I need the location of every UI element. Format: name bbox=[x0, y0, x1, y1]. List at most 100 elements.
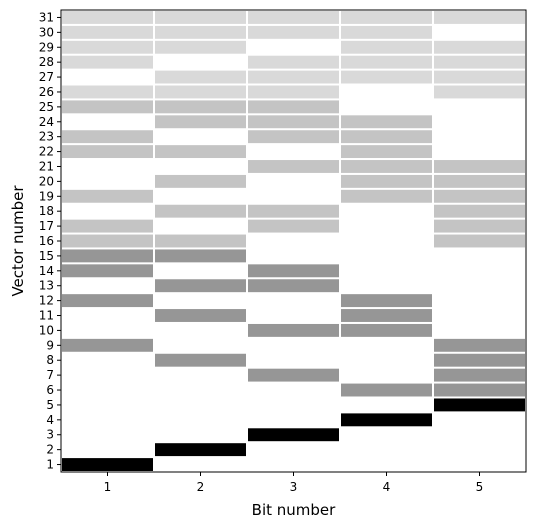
cell-v9-b5 bbox=[434, 338, 525, 352]
cell-v11-b2 bbox=[155, 309, 246, 322]
cell-v29-b4 bbox=[341, 40, 432, 54]
y-tick-label: 22 bbox=[39, 145, 54, 159]
cell-v19-b5 bbox=[434, 189, 525, 203]
cell-v18-b5 bbox=[434, 204, 525, 218]
x-tick-label: 3 bbox=[290, 480, 298, 494]
cell-v8-b5 bbox=[434, 353, 525, 367]
cell-v16-b2 bbox=[155, 234, 246, 248]
cell-v27-b3 bbox=[248, 70, 339, 84]
y-tick-label: 12 bbox=[39, 294, 54, 308]
cell-v21-b5 bbox=[434, 160, 525, 173]
y-tick-label: 31 bbox=[39, 10, 54, 24]
y-tick-label: 21 bbox=[39, 159, 54, 173]
y-axis-ticks: 1234567891011121314151617181920212223242… bbox=[39, 10, 61, 472]
cell-v15-b2 bbox=[155, 249, 246, 263]
cell-v23-b4 bbox=[341, 130, 432, 144]
cell-v31-b1 bbox=[62, 11, 153, 24]
cell-v23-b1 bbox=[62, 130, 153, 144]
cell-v13-b2 bbox=[155, 279, 246, 293]
cell-v6-b4 bbox=[341, 383, 432, 397]
cell-v30-b2 bbox=[155, 25, 246, 39]
cell-v15-b1 bbox=[62, 249, 153, 263]
cell-v12-b1 bbox=[62, 294, 153, 308]
cell-v24-b3 bbox=[248, 115, 339, 129]
cell-v3-b3 bbox=[248, 428, 339, 442]
y-tick-label: 19 bbox=[39, 189, 54, 203]
cell-v1-b1 bbox=[62, 458, 153, 471]
cell-v27-b5 bbox=[434, 70, 525, 84]
y-tick-label: 18 bbox=[39, 204, 54, 218]
cell-v26-b5 bbox=[434, 85, 525, 99]
cell-v6-b5 bbox=[434, 383, 525, 397]
cell-v31-b2 bbox=[155, 11, 246, 24]
cell-v21-b3 bbox=[248, 160, 339, 173]
y-tick-label: 25 bbox=[39, 100, 54, 114]
cell-v27-b2 bbox=[155, 70, 246, 84]
y-tick-label: 23 bbox=[39, 130, 54, 144]
cell-v8-b2 bbox=[155, 353, 246, 367]
cell-v22-b2 bbox=[155, 145, 246, 159]
cell-v26-b3 bbox=[248, 85, 339, 99]
cell-v31-b4 bbox=[341, 11, 432, 24]
cell-v19-b1 bbox=[62, 189, 153, 203]
cell-v13-b3 bbox=[248, 279, 339, 293]
cell-v17-b5 bbox=[434, 219, 525, 233]
cell-v20-b5 bbox=[434, 174, 525, 188]
y-tick-label: 1 bbox=[46, 458, 54, 472]
cell-v26-b1 bbox=[62, 85, 153, 99]
y-tick-label: 2 bbox=[46, 443, 54, 457]
cell-v31-b3 bbox=[248, 11, 339, 24]
cell-v28-b1 bbox=[62, 55, 153, 69]
y-tick-label: 15 bbox=[39, 249, 54, 263]
y-tick-label: 28 bbox=[39, 55, 54, 69]
cell-v25-b3 bbox=[248, 100, 339, 114]
y-tick-label: 4 bbox=[46, 413, 54, 427]
cell-v14-b3 bbox=[248, 264, 339, 278]
cell-v22-b4 bbox=[341, 145, 432, 159]
cell-v16-b1 bbox=[62, 234, 153, 248]
y-tick-label: 9 bbox=[46, 338, 54, 352]
cell-v30-b3 bbox=[248, 25, 339, 39]
cell-v29-b5 bbox=[434, 40, 525, 54]
cell-v17-b3 bbox=[248, 219, 339, 233]
x-tick-label: 2 bbox=[197, 480, 205, 494]
cell-v4-b4 bbox=[341, 413, 432, 427]
y-tick-label: 27 bbox=[39, 70, 54, 84]
y-tick-label: 3 bbox=[46, 428, 54, 442]
cell-v10-b3 bbox=[248, 323, 339, 337]
cell-v18-b2 bbox=[155, 204, 246, 218]
cell-v25-b1 bbox=[62, 100, 153, 114]
heatmap-cells bbox=[62, 11, 525, 471]
y-tick-label: 17 bbox=[39, 219, 54, 233]
cell-v30-b4 bbox=[341, 25, 432, 39]
cell-v27-b4 bbox=[341, 70, 432, 84]
cell-v25-b2 bbox=[155, 100, 246, 114]
y-tick-label: 26 bbox=[39, 85, 54, 99]
cell-v21-b4 bbox=[341, 160, 432, 173]
y-tick-label: 10 bbox=[39, 323, 54, 337]
cell-v9-b1 bbox=[62, 338, 153, 352]
cell-v24-b2 bbox=[155, 115, 246, 129]
y-tick-label: 16 bbox=[39, 234, 54, 248]
cell-v29-b2 bbox=[155, 40, 246, 54]
x-tick-label: 4 bbox=[383, 480, 391, 494]
cell-v14-b1 bbox=[62, 264, 153, 278]
cell-v5-b5 bbox=[434, 398, 525, 412]
y-tick-label: 14 bbox=[39, 264, 54, 278]
x-tick-label: 1 bbox=[104, 480, 112, 494]
cell-v24-b4 bbox=[341, 115, 432, 129]
cell-v7-b5 bbox=[434, 368, 525, 382]
cell-v7-b3 bbox=[248, 368, 339, 382]
x-axis-ticks: 1 2 3 4 5 bbox=[104, 472, 484, 494]
cell-v11-b4 bbox=[341, 309, 432, 322]
y-tick-label: 6 bbox=[46, 383, 54, 397]
x-tick-label: 5 bbox=[476, 480, 484, 494]
y-tick-label: 11 bbox=[39, 309, 54, 323]
cell-v31-b5 bbox=[434, 11, 525, 24]
cell-v26-b2 bbox=[155, 85, 246, 99]
cell-v30-b1 bbox=[62, 25, 153, 39]
cell-v17-b1 bbox=[62, 219, 153, 233]
y-tick-label: 29 bbox=[39, 40, 54, 54]
cell-v28-b4 bbox=[341, 55, 432, 69]
